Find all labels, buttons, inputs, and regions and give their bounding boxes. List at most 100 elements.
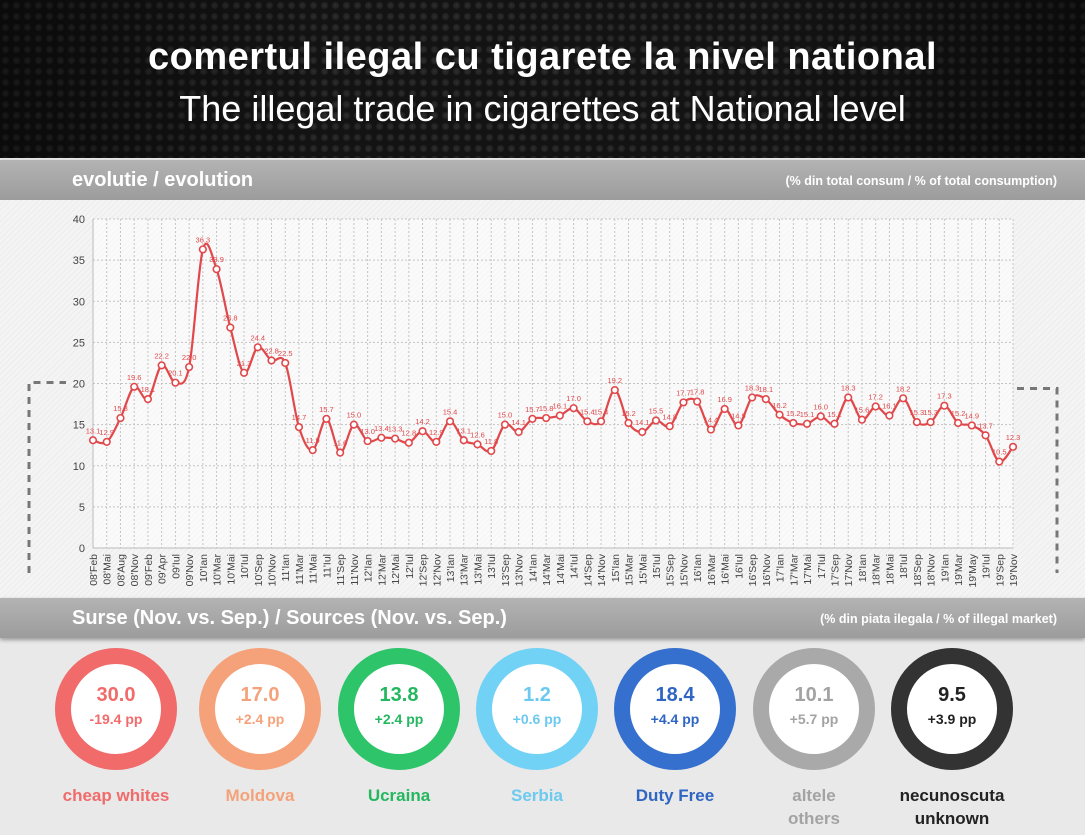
x-tick-label: 15'Ian: [610, 554, 622, 582]
data-label: 17.0: [566, 394, 581, 403]
x-tick-label: 09'Iul: [170, 554, 182, 579]
y-tick-label: 10: [73, 461, 85, 473]
data-label: 16.9: [717, 395, 732, 404]
x-tick-label: 16'Sep: [747, 554, 759, 587]
x-tick-label: 12'Mar: [376, 554, 388, 586]
data-point: [130, 382, 139, 391]
data-label: 15.7: [525, 405, 540, 414]
data-point: [555, 411, 564, 420]
source-change: +4.4 pp: [650, 711, 700, 727]
data-label: 22.8: [264, 346, 279, 355]
x-tick-label: 12'Sep: [418, 554, 430, 587]
x-tick-label: 10'Mai: [225, 554, 237, 585]
data-label: 24.4: [250, 333, 265, 342]
source-name-line1: cheap whites: [62, 786, 170, 805]
source-name-line1: Serbia: [511, 786, 563, 805]
data-point: [404, 438, 413, 447]
source-change: +5.7 pp: [789, 711, 839, 727]
x-tick-label: 16'Mar: [706, 554, 718, 586]
data-point: [267, 356, 276, 365]
data-point: [610, 385, 619, 395]
source-ring: 17.0 +2.4 pp: [199, 648, 321, 770]
data-label: 15.7: [319, 405, 334, 414]
data-label: 15.6: [855, 406, 870, 415]
data-label: 10.5: [992, 448, 1007, 457]
x-tick-label: 13'Nov: [514, 553, 526, 586]
source-ring: 10.1 +5.7 pp: [753, 648, 875, 770]
data-point: [226, 323, 235, 332]
source-change: +3.9 pp: [927, 711, 977, 727]
x-tick-label: 14'Mai: [555, 554, 567, 585]
data-point: [830, 419, 839, 428]
x-tick-label: 19'Nov: [1008, 553, 1020, 586]
source-name: altele others: [749, 784, 879, 830]
x-tick-label: 13'Mai: [472, 554, 484, 585]
x-tick-label: 10'Ian: [198, 554, 210, 582]
source-name: cheap whites: [51, 784, 181, 807]
y-tick-label: 30: [73, 296, 85, 308]
source-ring: 30.0 -19.4 pp: [55, 648, 177, 770]
data-point: [88, 436, 98, 445]
evolution-line-chart: 0 5 10 15 20 25 30 35 40 08'Feb 08'Mai 08'Aug 08'Nov…: [27, 214, 1059, 588]
source-name: Moldova: [195, 784, 325, 807]
source-value: 30.0: [96, 684, 136, 706]
data-label: 15.4: [443, 407, 458, 416]
x-tick-label: 09'Nov: [184, 553, 196, 586]
x-tick-label: 14'Mar: [541, 554, 553, 586]
x-tick-label: 17'Mar: [788, 554, 800, 586]
data-point: [377, 433, 386, 442]
x-tick-label: 18'Sep: [912, 554, 924, 587]
data-label: 16.1: [553, 402, 568, 411]
x-tick-label: 19'Ian: [939, 554, 951, 582]
source-change: -19.4 pp: [89, 711, 143, 727]
data-label: 15.2: [951, 409, 966, 418]
data-label: 22.2: [154, 351, 169, 360]
data-point: [995, 457, 1004, 466]
data-point: [432, 437, 441, 446]
data-label: 26.8: [223, 314, 238, 323]
source-value: 17.0: [240, 684, 280, 706]
data-point: [775, 410, 784, 419]
y-tick-label: 0: [79, 543, 85, 555]
header-shade: [0, 0, 1085, 158]
x-tick-label: 11'Mai: [308, 554, 320, 584]
data-point: [459, 436, 468, 445]
data-label: 15.4: [594, 407, 609, 416]
data-point: [940, 401, 949, 410]
data-label: 14.1: [511, 418, 526, 427]
source-name-line1: Ucraina: [367, 786, 431, 805]
data-point: [679, 398, 688, 407]
x-tick-label: 15'Sep: [665, 554, 677, 587]
y-tick-label: 15: [73, 420, 85, 432]
source-item-serbia: 1.2 +0.6 pp Serbia: [472, 648, 602, 807]
data-point: [761, 395, 770, 404]
data-point: [157, 361, 166, 370]
data-label: 22.5: [278, 349, 293, 358]
data-point: [294, 422, 304, 432]
source-change: +0.6 pp: [512, 711, 562, 727]
data-label: 15.8: [113, 404, 128, 413]
data-point: [336, 448, 345, 457]
data-point: [899, 394, 908, 403]
data-point: [734, 421, 743, 430]
source-value: 1.2: [523, 684, 551, 706]
x-tick-label: 17'Mai: [802, 554, 814, 585]
source-name: Duty Free: [610, 784, 740, 807]
data-label: 13.1: [456, 426, 471, 435]
data-label: 14.8: [662, 412, 677, 421]
sources-label: Surse (Nov. vs. Sep.) / Sources (Nov. vs…: [72, 607, 507, 629]
x-tick-label: 14'Sep: [582, 554, 594, 587]
y-tick-label: 35: [73, 255, 85, 267]
data-point: [418, 427, 427, 436]
data-label: 15.4: [580, 407, 595, 416]
x-tick-label: 17'Iul: [816, 554, 828, 579]
data-label: 33.9: [209, 255, 224, 264]
source-name-line2: unknown: [914, 809, 990, 828]
title-romanian: comertul ilegal cu tigarete la nivel nat…: [147, 36, 938, 78]
x-tick-label: 19'Iul: [981, 554, 993, 579]
source-name-line1: necunoscuta: [899, 786, 1005, 805]
source-item-moldova: 17.0 +2.4 pp Moldova: [195, 648, 325, 807]
x-tick-label: 12'Mai: [390, 554, 402, 585]
x-tick-label: 09'Apr: [157, 554, 169, 585]
data-point: [967, 421, 976, 430]
